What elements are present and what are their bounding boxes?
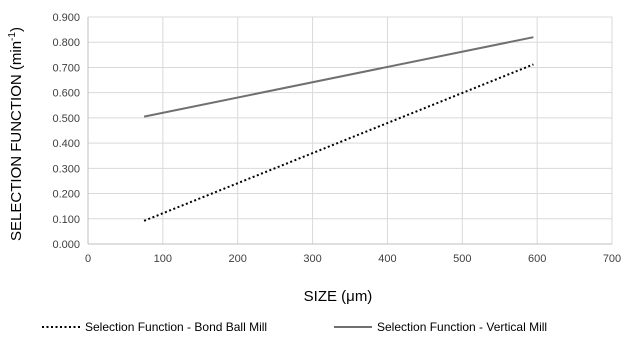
x-tick-label: 400 xyxy=(378,253,396,265)
x-tick-label: 300 xyxy=(303,253,321,265)
x-tick-label: 100 xyxy=(154,253,172,265)
x-axis-title: SIZE (μm) xyxy=(304,288,373,305)
y-tick-label: 0.200 xyxy=(52,189,80,201)
y-tick-label: 0.100 xyxy=(52,214,80,226)
y-tick-label: 0.700 xyxy=(52,62,80,74)
tick-labels: 0.000 0.100 0.200 0.300 0.400 0.500 0.600 0.700… xyxy=(52,12,621,265)
x-tick-label: 0 xyxy=(85,253,91,265)
x-tick-label: 700 xyxy=(603,253,621,265)
x-tick-label: 600 xyxy=(528,253,546,265)
y-tick-label: 0.500 xyxy=(52,113,80,125)
y-axis-title: SELECTION FUNCTION (min-1) xyxy=(7,27,25,241)
x-tick-label: 500 xyxy=(453,253,471,265)
legend-label-vertical-mill: Selection Function - Vertical Mill xyxy=(377,320,547,334)
y-tick-label: 0.600 xyxy=(52,88,80,100)
y-tick-label: 0.900 xyxy=(52,12,80,24)
legend-label-bond-ball-mill: Selection Function - Bond Ball Mill xyxy=(85,320,267,334)
y-axis-title-main: SELECTION FUNCTION (min xyxy=(8,41,25,241)
axes xyxy=(87,17,612,245)
y-axis-title-superscript: -1 xyxy=(7,32,18,41)
y-tick-label: 0.400 xyxy=(52,138,80,150)
y-axis-title-end: ) xyxy=(8,27,25,32)
legend: Selection Function - Bond Ball Mill Sele… xyxy=(42,320,547,334)
x-tick-label: 200 xyxy=(229,253,247,265)
y-tick-label: 0.000 xyxy=(52,239,80,251)
series-line-bond-ball-mill xyxy=(143,63,534,222)
grid-lines xyxy=(88,16,613,244)
series-line-vertical-mill xyxy=(143,36,534,118)
y-tick-label: 0.800 xyxy=(52,37,80,49)
y-tick-label: 0.300 xyxy=(52,163,80,175)
series-lines xyxy=(143,36,534,222)
